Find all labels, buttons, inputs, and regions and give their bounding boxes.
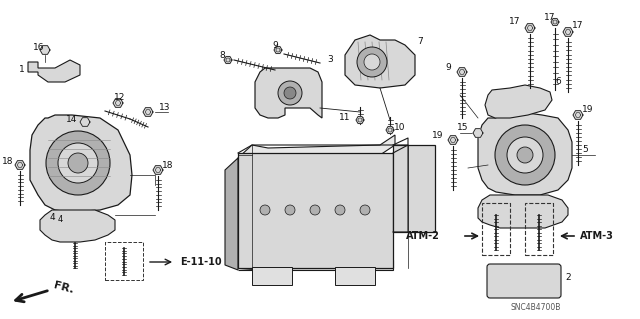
Text: FR.: FR. <box>52 280 74 295</box>
Text: 7: 7 <box>417 38 423 47</box>
Polygon shape <box>274 47 282 54</box>
Text: 10: 10 <box>394 123 406 132</box>
Text: 12: 12 <box>115 93 125 102</box>
Polygon shape <box>386 127 394 133</box>
Text: 19: 19 <box>582 106 594 115</box>
Polygon shape <box>113 99 123 107</box>
Text: 17: 17 <box>572 21 584 31</box>
Bar <box>238 153 393 268</box>
Bar <box>482 203 510 255</box>
Text: 11: 11 <box>339 114 351 122</box>
FancyBboxPatch shape <box>487 264 561 298</box>
Polygon shape <box>238 260 393 270</box>
Text: 19: 19 <box>432 131 444 140</box>
Circle shape <box>260 205 270 215</box>
Circle shape <box>46 131 110 195</box>
Polygon shape <box>153 166 163 174</box>
Circle shape <box>335 205 345 215</box>
Polygon shape <box>255 68 322 118</box>
Polygon shape <box>225 158 238 270</box>
Bar <box>105 242 143 280</box>
Circle shape <box>495 125 555 185</box>
Text: 17: 17 <box>544 12 556 21</box>
Polygon shape <box>80 118 90 126</box>
Polygon shape <box>40 46 50 54</box>
Text: 9: 9 <box>445 63 451 71</box>
Text: ATM-2: ATM-2 <box>406 231 440 241</box>
Polygon shape <box>551 19 559 26</box>
Polygon shape <box>345 35 415 88</box>
Text: 8: 8 <box>219 50 225 60</box>
Polygon shape <box>28 60 80 82</box>
Text: 9: 9 <box>272 41 278 49</box>
Polygon shape <box>563 28 573 36</box>
Polygon shape <box>448 136 458 144</box>
Circle shape <box>357 47 387 77</box>
Text: 1: 1 <box>19 65 25 75</box>
Bar <box>393 145 435 232</box>
Text: 18: 18 <box>163 160 173 169</box>
Bar <box>335 267 375 285</box>
Circle shape <box>278 81 302 105</box>
Polygon shape <box>473 129 483 137</box>
Circle shape <box>507 137 543 173</box>
Text: 13: 13 <box>159 103 171 113</box>
Text: 4: 4 <box>49 213 55 222</box>
Polygon shape <box>143 108 153 116</box>
Polygon shape <box>573 111 583 119</box>
Circle shape <box>517 147 533 163</box>
Bar <box>252 267 292 285</box>
Text: 3: 3 <box>327 56 333 64</box>
Circle shape <box>58 143 98 183</box>
Circle shape <box>284 87 296 99</box>
Text: 18: 18 <box>3 158 13 167</box>
Circle shape <box>68 153 88 173</box>
Polygon shape <box>238 135 395 168</box>
Circle shape <box>310 205 320 215</box>
Text: 2: 2 <box>565 273 571 283</box>
Text: ATM-3: ATM-3 <box>580 231 614 241</box>
Polygon shape <box>40 210 115 242</box>
Polygon shape <box>30 115 132 212</box>
Text: 16: 16 <box>33 42 45 51</box>
Text: E-11-10: E-11-10 <box>180 257 221 267</box>
Text: 15: 15 <box>457 123 468 132</box>
Text: 17: 17 <box>509 18 521 26</box>
Text: SNC4B4700B: SNC4B4700B <box>511 303 561 313</box>
Circle shape <box>360 205 370 215</box>
Polygon shape <box>356 116 364 123</box>
Polygon shape <box>478 195 568 228</box>
Circle shape <box>364 54 380 70</box>
Bar <box>525 203 553 255</box>
Polygon shape <box>478 112 572 195</box>
Polygon shape <box>525 24 535 32</box>
Text: 14: 14 <box>67 115 77 124</box>
Polygon shape <box>457 68 467 76</box>
Polygon shape <box>485 85 552 118</box>
Polygon shape <box>224 56 232 63</box>
Circle shape <box>285 205 295 215</box>
Text: 5: 5 <box>582 145 588 154</box>
Text: 4: 4 <box>58 216 63 225</box>
Text: 6: 6 <box>555 78 561 86</box>
Polygon shape <box>15 161 25 169</box>
